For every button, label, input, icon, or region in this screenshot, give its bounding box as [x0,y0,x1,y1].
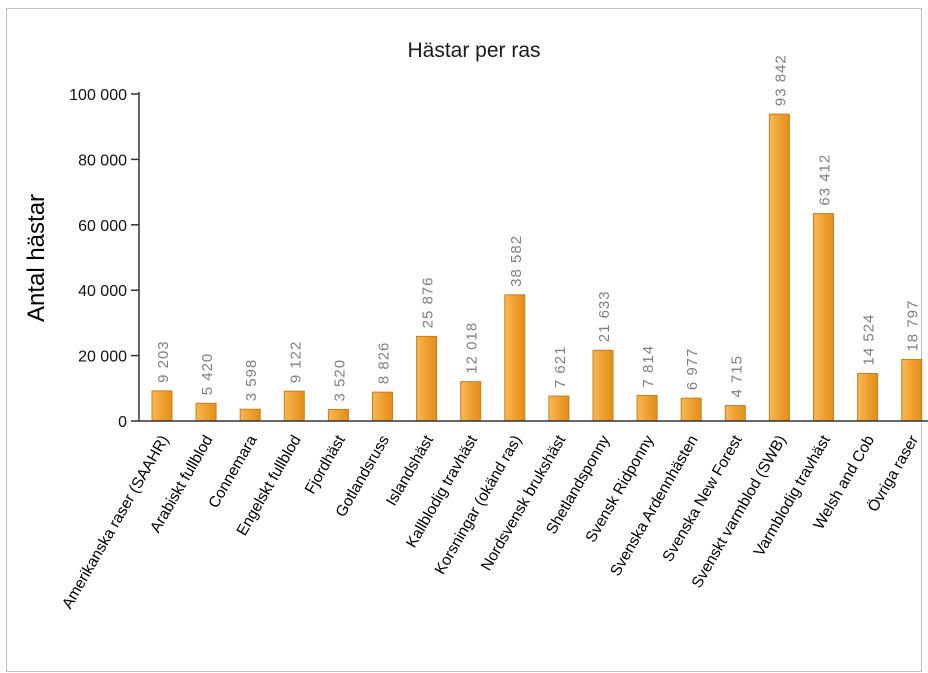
bar-value-label: 63 412 [817,154,834,206]
bar-value-label: 5 420 [199,353,216,396]
y-tick-label: 40 000 [78,283,127,300]
category-label: Svenska New Forest [660,432,747,565]
bar-value-label: 7 621 [552,346,569,389]
bar [327,408,349,422]
bar [768,113,790,422]
y-tick-label: 0 [118,414,127,431]
bar-value-label: 9 203 [155,340,172,383]
bar-value-label: 3 520 [331,359,348,402]
bar-value-label: 4 715 [728,355,745,398]
bar-value-label: 6 977 [684,348,701,391]
bar-value-label: 21 633 [596,290,613,342]
y-tick-label: 80 000 [78,152,127,169]
bar-value-label: 3 598 [243,359,260,402]
bar-value-label: 7 814 [640,345,657,388]
bar-value-label: 38 582 [508,235,525,287]
bar [592,349,614,422]
bar-value-label: 93 842 [772,54,789,106]
bar-value-label: 25 876 [420,276,437,328]
bar [636,394,658,422]
bar [460,381,482,422]
chart-frame [6,8,922,672]
chart-title: Hästar per ras [407,39,540,62]
bar [283,390,305,422]
y-axis-ticks: 0 20 000 40 000 60 000 80 000 100 000 [69,87,139,431]
bar [857,373,879,422]
y-tick-label: 20 000 [78,349,127,366]
bar-value-label: 14 524 [861,314,878,366]
bar-value-label: 18 797 [905,300,922,352]
bar [901,359,923,422]
axes [138,92,928,422]
bar [151,390,173,422]
bar [372,391,393,422]
category-label: Korsningar (okänd ras) [432,433,526,578]
bar [195,402,217,422]
category-label: Fjordhäst [302,432,349,497]
bar [813,213,834,422]
category-label: Svenska Ardennhästen [607,433,701,580]
bar [680,397,702,422]
y-axis-label: Antal hästar [23,194,50,322]
bar [416,335,438,422]
bar [548,395,570,422]
y-tick-label: 60 000 [78,218,127,235]
bar-value-label: 12 018 [464,322,481,374]
category-label: Nordsvensk brukshäst [478,432,570,574]
bar [239,408,261,422]
bar-value-label: 8 826 [376,342,393,385]
x-axis-tick-labels: Amerikanska raser (SAAHR)Arabiskt fullbl… [59,432,922,612]
bar [504,294,526,422]
y-tick-label: 100 000 [69,87,127,104]
value-labels: 9 203 5 420 3 598 9 122 3 520 8 826 25 876 12 0… [155,54,922,401]
bars [151,113,923,422]
bar-value-label: 9 122 [287,341,304,384]
bar [724,405,746,422]
